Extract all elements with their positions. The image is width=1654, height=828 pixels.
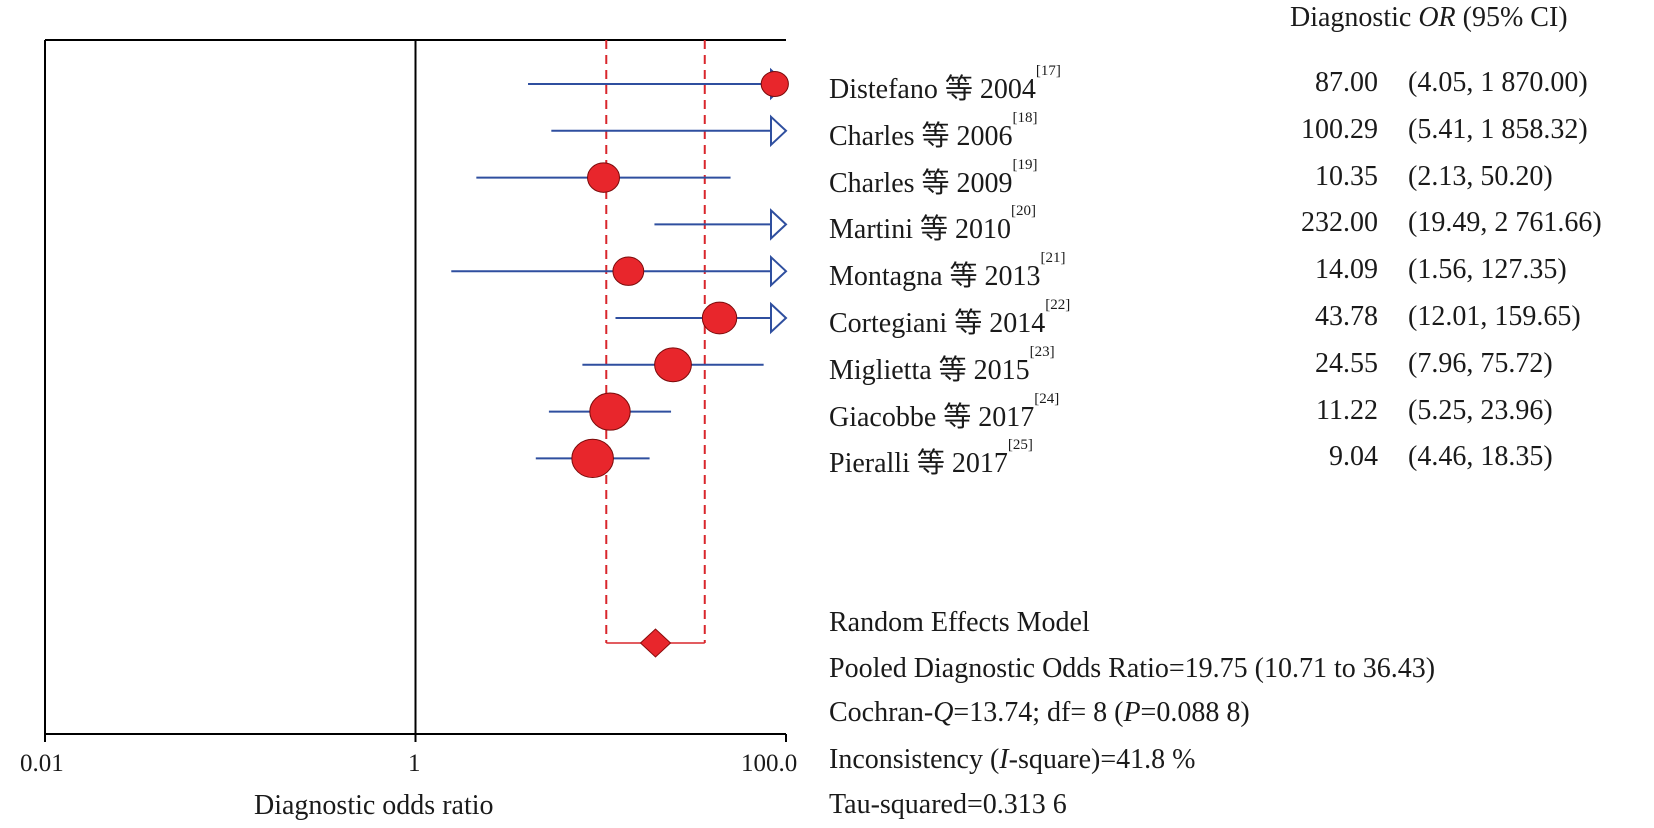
study-name-1: Distefano 等 2004[17]: [829, 63, 1061, 105]
study-or-7: 24.55: [1315, 347, 1378, 379]
study-or-9: 9.04: [1329, 441, 1378, 473]
or-marker-7: [654, 347, 692, 383]
study-name-6: Cortegiani 等 2014[22]: [829, 297, 1071, 339]
study-or-2: 100.29: [1301, 113, 1378, 145]
study-ci-4: (19.49, 2 761.66): [1408, 207, 1602, 239]
x-axis-label: Diagnostic odds ratio: [254, 790, 494, 821]
x-tick-label-center: 1: [408, 750, 421, 777]
ci-arrow-6: [770, 301, 788, 335]
or-marker-6: [701, 301, 738, 335]
study-name-5: Montagna 等 2013[21]: [829, 250, 1066, 293]
study-ci-8: (5.25, 23.96): [1408, 394, 1553, 426]
study-ci-2: (5.41, 1 858.32): [1408, 113, 1588, 145]
pooled-odds-ratio: Pooled Diagnostic Odds Ratio=19.75 (10.7…: [829, 653, 1436, 684]
x-tick-label-left: 0.01: [20, 750, 64, 777]
study-or-8: 11.22: [1316, 394, 1378, 426]
study-name-9: Pieralli 等 2017[25]: [829, 437, 1033, 480]
ci-arrow-4: [770, 208, 788, 241]
study-name-8: Giacobbe 等 2017[24]: [829, 390, 1060, 433]
study-name-3: Charles 等 2009[19]: [829, 156, 1038, 199]
column-header: Diagnostic OR (95% CI): [1290, 2, 1568, 33]
study-or-3: 10.35: [1315, 160, 1378, 192]
study-name-2: Charles 等 2006[18]: [829, 109, 1038, 152]
inconsistency: Inconsistency (I-square)=41.8 %: [829, 744, 1196, 775]
or-marker-5: [612, 256, 645, 286]
study-ci-5: (1.56, 127.35): [1408, 254, 1567, 286]
study-ci-9: (4.46, 18.35): [1408, 441, 1553, 473]
study-ci-7: (7.96, 75.72): [1408, 347, 1553, 379]
or-marker-3: [587, 162, 621, 193]
ci-arrow-5: [770, 254, 788, 288]
study-ci-1: (4.05, 1 870.00): [1408, 67, 1588, 98]
or-marker-1: [760, 70, 789, 98]
model-label: Random Effects Model: [829, 607, 1090, 638]
study-ci-3: (2.13, 50.20): [1408, 160, 1553, 192]
study-or-6: 43.78: [1315, 301, 1378, 332]
study-name-7: Miglietta 等 2015[23]: [829, 343, 1055, 386]
or-marker-9: [571, 438, 614, 479]
pooled-diamond: [639, 628, 672, 658]
study-or-5: 14.09: [1315, 254, 1378, 286]
study-or-4: 232.00: [1301, 207, 1378, 239]
or-marker-8: [589, 392, 631, 431]
ci-arrow-2: [770, 114, 788, 148]
tau-squared: Tau-squared=0.313 6: [829, 789, 1067, 820]
cochran-q: Cochran-Q=13.74; df= 8 (P=0.088 8): [829, 697, 1250, 728]
study-ci-6: (12.01, 159.65): [1408, 301, 1581, 332]
study-or-1: 87.00: [1315, 67, 1378, 98]
x-tick-label-right: 100.0: [741, 750, 798, 777]
study-name-4: Martini 等 2010[20]: [829, 203, 1036, 246]
